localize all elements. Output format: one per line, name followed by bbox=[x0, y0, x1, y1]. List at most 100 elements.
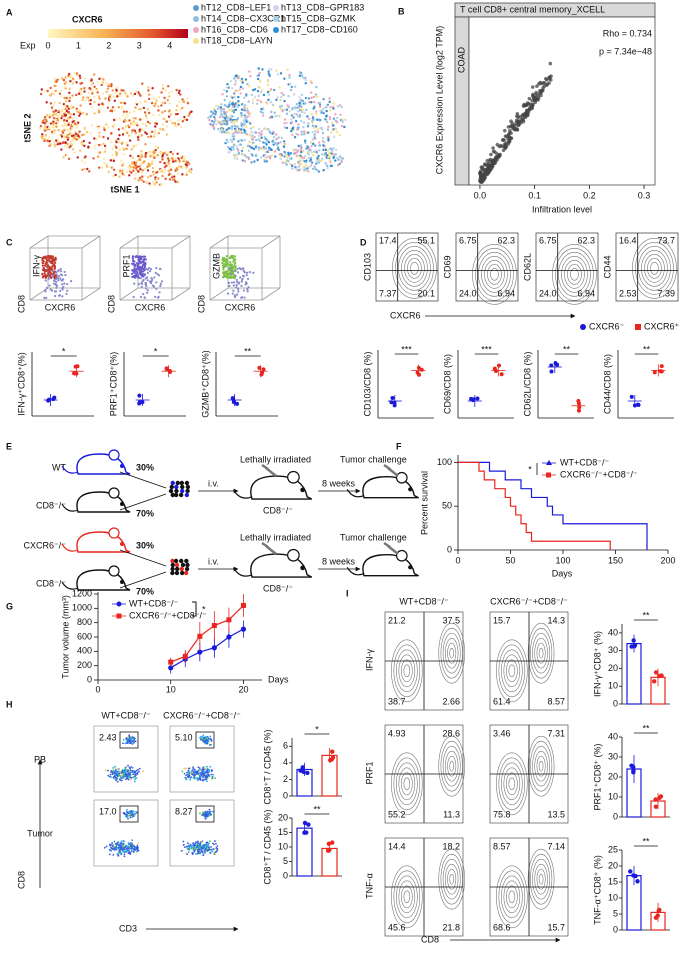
cell bbox=[315, 95, 318, 98]
event bbox=[187, 842, 189, 844]
event bbox=[207, 740, 210, 743]
event bbox=[130, 812, 133, 815]
cell bbox=[83, 167, 86, 171]
axis-title: tSNE 1 bbox=[110, 184, 139, 194]
cell bbox=[57, 279, 60, 282]
cell bbox=[48, 93, 52, 97]
cell bbox=[226, 131, 230, 134]
contour bbox=[440, 627, 463, 679]
cell bbox=[146, 169, 150, 172]
contour bbox=[447, 642, 457, 664]
cell bbox=[59, 277, 62, 280]
cell bbox=[279, 98, 282, 102]
replicate bbox=[416, 365, 421, 370]
cell bbox=[121, 133, 125, 136]
cell bbox=[45, 120, 48, 123]
cell bbox=[146, 120, 150, 124]
cell bbox=[125, 110, 128, 113]
cell bbox=[54, 280, 58, 283]
contour bbox=[555, 248, 594, 301]
event bbox=[114, 778, 117, 780]
event bbox=[197, 852, 200, 855]
cell bbox=[225, 264, 228, 268]
cell bbox=[45, 128, 48, 131]
cell bbox=[70, 126, 74, 130]
contour bbox=[496, 639, 528, 703]
cell bbox=[267, 80, 270, 83]
cell bbox=[171, 121, 174, 125]
x-tick-label: 20 bbox=[238, 684, 248, 694]
sample-point bbox=[521, 119, 526, 124]
event bbox=[185, 774, 188, 776]
cell bbox=[313, 129, 317, 133]
cell bbox=[52, 272, 55, 275]
event bbox=[193, 776, 196, 779]
y-tick-label: 100 bbox=[437, 457, 452, 467]
event bbox=[205, 742, 208, 745]
legend-entry: WT+CD8⁻/⁻ bbox=[129, 598, 179, 608]
cell bbox=[212, 112, 215, 115]
cell bbox=[334, 119, 338, 122]
axis-label: CXCR6 bbox=[135, 302, 166, 312]
event bbox=[130, 738, 132, 741]
cell bbox=[249, 112, 252, 115]
event bbox=[210, 813, 212, 816]
cell bbox=[113, 108, 116, 112]
cell bbox=[311, 115, 315, 119]
cell bbox=[253, 160, 256, 163]
cell bbox=[53, 143, 56, 146]
cell bbox=[327, 135, 330, 138]
cell bbox=[300, 133, 303, 136]
y-tick-label: 2 bbox=[283, 774, 288, 784]
cell bbox=[174, 125, 178, 128]
event bbox=[127, 841, 130, 844]
replicate bbox=[475, 396, 480, 401]
cell bbox=[76, 73, 79, 76]
cell bbox=[104, 147, 107, 150]
cell bbox=[328, 152, 331, 155]
cell bbox=[230, 281, 233, 284]
cell bbox=[93, 85, 96, 89]
cell bbox=[296, 133, 300, 136]
cell bbox=[105, 123, 108, 126]
quadrant-value: 61.4 bbox=[493, 696, 511, 706]
cell bbox=[135, 262, 139, 265]
cell bbox=[95, 138, 99, 141]
cell bbox=[86, 167, 89, 171]
cell bbox=[61, 109, 64, 112]
cell bbox=[111, 89, 114, 92]
cell bbox=[234, 274, 237, 277]
sample-point bbox=[478, 171, 482, 176]
cell bbox=[245, 155, 249, 159]
marker-label: PRF1 bbox=[121, 254, 131, 277]
cell bbox=[136, 124, 139, 127]
cell bbox=[60, 135, 64, 138]
cell bbox=[174, 157, 177, 160]
cell bbox=[120, 89, 123, 92]
event bbox=[123, 855, 126, 858]
cell bbox=[225, 261, 228, 264]
cell bbox=[278, 86, 281, 89]
cell bbox=[78, 88, 81, 92]
cell bbox=[328, 97, 331, 100]
event bbox=[130, 741, 132, 743]
event bbox=[210, 848, 213, 851]
point bbox=[211, 645, 217, 651]
cell bbox=[141, 264, 144, 267]
sample-point bbox=[502, 138, 506, 142]
cell bbox=[70, 132, 73, 135]
event bbox=[104, 769, 107, 772]
event bbox=[117, 780, 119, 783]
cell bbox=[41, 259, 44, 262]
cell bbox=[276, 114, 279, 117]
contour bbox=[403, 890, 411, 904]
cell bbox=[177, 157, 180, 160]
cell bbox=[232, 254, 235, 258]
cell bbox=[62, 285, 65, 288]
cell bbox=[241, 153, 245, 156]
cell bbox=[96, 155, 100, 158]
cell bbox=[247, 110, 250, 114]
cell bbox=[163, 117, 166, 121]
cell bbox=[58, 92, 62, 95]
cell bbox=[132, 295, 135, 299]
